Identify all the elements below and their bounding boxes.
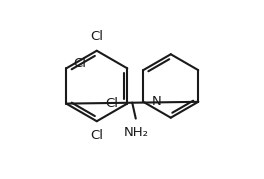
Text: Cl: Cl [90,129,103,142]
Text: N: N [152,95,162,108]
Text: Cl: Cl [105,97,119,110]
Text: Cl: Cl [73,57,86,71]
Text: Cl: Cl [90,30,103,43]
Text: NH₂: NH₂ [123,126,148,139]
